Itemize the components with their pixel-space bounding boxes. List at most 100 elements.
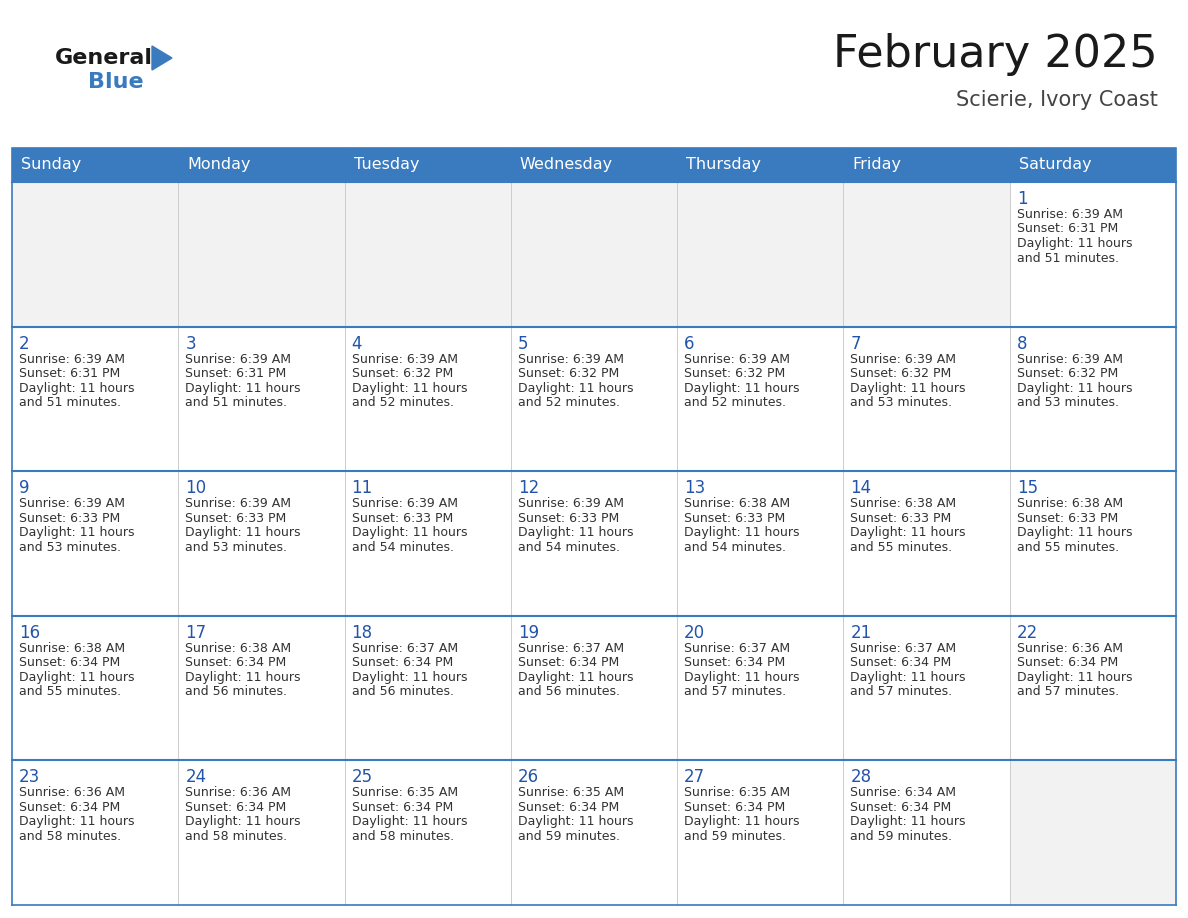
Text: and 57 minutes.: and 57 minutes. <box>684 686 786 699</box>
Text: Sunrise: 6:39 AM: Sunrise: 6:39 AM <box>19 498 125 510</box>
Text: February 2025: February 2025 <box>833 33 1158 76</box>
Text: Daylight: 11 hours: Daylight: 11 hours <box>352 815 467 828</box>
Text: Sunrise: 6:39 AM: Sunrise: 6:39 AM <box>185 498 291 510</box>
Text: Sunrise: 6:35 AM: Sunrise: 6:35 AM <box>518 787 624 800</box>
Text: Sunset: 6:34 PM: Sunset: 6:34 PM <box>19 800 120 814</box>
Text: Sunrise: 6:36 AM: Sunrise: 6:36 AM <box>1017 642 1123 655</box>
Bar <box>12 616 178 760</box>
Text: Daylight: 11 hours: Daylight: 11 hours <box>1017 237 1132 250</box>
Text: Sunset: 6:34 PM: Sunset: 6:34 PM <box>851 656 952 669</box>
Text: Sunset: 6:34 PM: Sunset: 6:34 PM <box>1017 656 1118 669</box>
Bar <box>12 760 178 905</box>
Text: Sunset: 6:33 PM: Sunset: 6:33 PM <box>1017 511 1118 525</box>
Text: and 58 minutes.: and 58 minutes. <box>19 830 121 843</box>
Bar <box>677 148 843 182</box>
Text: 25: 25 <box>352 768 373 787</box>
Text: and 53 minutes.: and 53 minutes. <box>1017 396 1119 409</box>
Text: Sunset: 6:33 PM: Sunset: 6:33 PM <box>684 511 785 525</box>
Bar <box>677 327 843 471</box>
Text: 13: 13 <box>684 479 706 498</box>
Text: and 51 minutes.: and 51 minutes. <box>19 396 121 409</box>
Text: Sunrise: 6:39 AM: Sunrise: 6:39 AM <box>352 353 457 365</box>
Bar <box>677 760 843 905</box>
Bar <box>178 471 345 616</box>
Text: Sunrise: 6:39 AM: Sunrise: 6:39 AM <box>1017 208 1123 221</box>
Text: 20: 20 <box>684 624 706 642</box>
Polygon shape <box>152 46 172 70</box>
Text: Sunset: 6:34 PM: Sunset: 6:34 PM <box>19 656 120 669</box>
Text: Sunrise: 6:39 AM: Sunrise: 6:39 AM <box>352 498 457 510</box>
Text: and 57 minutes.: and 57 minutes. <box>851 686 953 699</box>
Text: 4: 4 <box>352 334 362 353</box>
Text: 8: 8 <box>1017 334 1028 353</box>
Text: and 58 minutes.: and 58 minutes. <box>185 830 287 843</box>
Text: and 51 minutes.: and 51 minutes. <box>185 396 287 409</box>
Text: Sunset: 6:34 PM: Sunset: 6:34 PM <box>352 656 453 669</box>
Text: Sunset: 6:34 PM: Sunset: 6:34 PM <box>185 656 286 669</box>
Bar <box>345 148 511 182</box>
Text: Sunrise: 6:39 AM: Sunrise: 6:39 AM <box>518 353 624 365</box>
Text: Daylight: 11 hours: Daylight: 11 hours <box>851 382 966 395</box>
Text: Daylight: 11 hours: Daylight: 11 hours <box>352 526 467 539</box>
Text: Sunrise: 6:38 AM: Sunrise: 6:38 AM <box>851 498 956 510</box>
Bar <box>677 616 843 760</box>
Text: Daylight: 11 hours: Daylight: 11 hours <box>19 382 134 395</box>
Text: Daylight: 11 hours: Daylight: 11 hours <box>19 671 134 684</box>
Text: Sunrise: 6:38 AM: Sunrise: 6:38 AM <box>1017 498 1123 510</box>
Bar <box>677 182 843 327</box>
Text: and 54 minutes.: and 54 minutes. <box>352 541 454 554</box>
Text: 21: 21 <box>851 624 872 642</box>
Bar <box>1010 616 1176 760</box>
Text: 14: 14 <box>851 479 872 498</box>
Text: Sunset: 6:33 PM: Sunset: 6:33 PM <box>518 511 619 525</box>
Bar <box>12 471 178 616</box>
Bar <box>345 182 511 327</box>
Text: and 56 minutes.: and 56 minutes. <box>518 686 620 699</box>
Text: 7: 7 <box>851 334 861 353</box>
Text: and 51 minutes.: and 51 minutes. <box>1017 252 1119 264</box>
Text: and 59 minutes.: and 59 minutes. <box>684 830 786 843</box>
Text: 1: 1 <box>1017 190 1028 208</box>
Text: Sunrise: 6:35 AM: Sunrise: 6:35 AM <box>684 787 790 800</box>
Bar <box>1010 760 1176 905</box>
Text: Daylight: 11 hours: Daylight: 11 hours <box>19 815 134 828</box>
Text: Sunset: 6:31 PM: Sunset: 6:31 PM <box>1017 222 1118 236</box>
Text: Sunday: Sunday <box>21 158 81 173</box>
Bar <box>843 616 1010 760</box>
Text: Sunset: 6:33 PM: Sunset: 6:33 PM <box>352 511 453 525</box>
Text: Sunset: 6:31 PM: Sunset: 6:31 PM <box>19 367 120 380</box>
Bar <box>178 182 345 327</box>
Text: Daylight: 11 hours: Daylight: 11 hours <box>185 382 301 395</box>
Text: and 53 minutes.: and 53 minutes. <box>19 541 121 554</box>
Text: Tuesday: Tuesday <box>354 158 419 173</box>
Text: and 52 minutes.: and 52 minutes. <box>684 396 786 409</box>
Text: Daylight: 11 hours: Daylight: 11 hours <box>19 526 134 539</box>
Text: Sunrise: 6:38 AM: Sunrise: 6:38 AM <box>185 642 291 655</box>
Text: Sunrise: 6:39 AM: Sunrise: 6:39 AM <box>851 353 956 365</box>
Text: Sunset: 6:32 PM: Sunset: 6:32 PM <box>851 367 952 380</box>
Text: Daylight: 11 hours: Daylight: 11 hours <box>518 382 633 395</box>
Text: 16: 16 <box>19 624 40 642</box>
Bar <box>511 471 677 616</box>
Bar <box>511 327 677 471</box>
Text: 12: 12 <box>518 479 539 498</box>
Text: and 58 minutes.: and 58 minutes. <box>352 830 454 843</box>
Text: Daylight: 11 hours: Daylight: 11 hours <box>1017 671 1132 684</box>
Text: Daylight: 11 hours: Daylight: 11 hours <box>851 815 966 828</box>
Text: Daylight: 11 hours: Daylight: 11 hours <box>1017 526 1132 539</box>
Text: Sunset: 6:32 PM: Sunset: 6:32 PM <box>518 367 619 380</box>
Text: 6: 6 <box>684 334 695 353</box>
Text: 15: 15 <box>1017 479 1038 498</box>
Text: Daylight: 11 hours: Daylight: 11 hours <box>352 671 467 684</box>
Text: General: General <box>55 48 153 68</box>
Text: 3: 3 <box>185 334 196 353</box>
Text: Sunrise: 6:37 AM: Sunrise: 6:37 AM <box>684 642 790 655</box>
Text: Sunrise: 6:39 AM: Sunrise: 6:39 AM <box>684 353 790 365</box>
Text: 19: 19 <box>518 624 539 642</box>
Bar <box>1010 182 1176 327</box>
Text: and 52 minutes.: and 52 minutes. <box>352 396 454 409</box>
Bar <box>12 148 178 182</box>
Text: Daylight: 11 hours: Daylight: 11 hours <box>185 671 301 684</box>
Text: and 55 minutes.: and 55 minutes. <box>1017 541 1119 554</box>
Text: and 54 minutes.: and 54 minutes. <box>518 541 620 554</box>
